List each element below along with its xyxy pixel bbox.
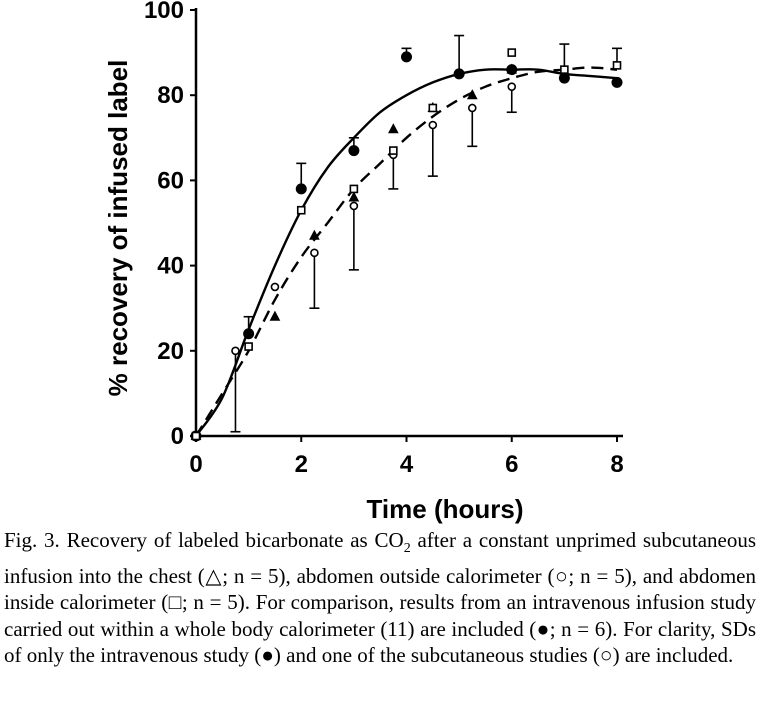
filled-circle-marker	[453, 68, 465, 80]
y-tick-label: 100	[144, 0, 184, 24]
triangle-marker	[388, 123, 399, 134]
x-tick-label: 6	[505, 451, 518, 478]
open-square-marker	[191, 431, 201, 441]
x-tick-label: 8	[610, 451, 623, 478]
caption-subscript: 2	[403, 541, 411, 557]
y-tick-label: 80	[157, 82, 184, 109]
y-tick-label: 60	[157, 167, 184, 194]
triangle-marker	[309, 229, 320, 240]
caption-prefix: Fig. 3. Recovery of labeled bicarbonate …	[4, 528, 404, 552]
open-circle-marker	[310, 248, 319, 258]
error-bars	[230, 34, 622, 433]
triangle-marker	[466, 89, 478, 100]
open-circle-marker	[231, 346, 240, 356]
open-square-marker	[560, 65, 569, 74]
triangle-marker	[269, 310, 281, 321]
dashed-fit-curve	[194, 66, 618, 437]
filled-circle-marker	[401, 51, 412, 63]
filled-circle-marker	[295, 183, 307, 195]
x-tick-label: 2	[295, 451, 308, 478]
figure-caption: Fig. 3. Recovery of labeled bicarbonate …	[4, 527, 756, 669]
open-square-marker	[612, 61, 622, 70]
open-square-marker	[296, 205, 306, 215]
open-square-marker	[244, 342, 253, 351]
x-tick-label: 0	[189, 451, 202, 478]
data-markers	[190, 48, 623, 442]
y-axis-title: % recovery of infused label	[103, 60, 133, 397]
y-tick-label: 0	[171, 423, 184, 450]
triangle-marker	[348, 191, 360, 202]
x-axis-title: Time (hours)	[367, 494, 524, 524]
open-circle-marker	[349, 201, 359, 211]
caption-text: after a constant unprimed subcutaneous i…	[4, 528, 757, 668]
fitted-curves	[194, 66, 618, 437]
open-square-marker	[507, 48, 517, 57]
filled-circle-marker	[558, 72, 570, 84]
filled-circle-marker	[348, 145, 360, 157]
filled-circle-marker	[611, 76, 623, 88]
open-square-marker	[349, 184, 359, 194]
open-circle-marker	[428, 120, 438, 130]
open-circle-marker	[467, 103, 477, 113]
y-tick-label: 20	[157, 338, 184, 365]
filled-circle-marker	[243, 328, 255, 340]
open-square-marker	[428, 103, 438, 113]
x-tick-label: 4	[400, 451, 414, 478]
triangle-marker	[506, 63, 518, 74]
open-circle-marker	[270, 282, 280, 292]
y-tick-label: 40	[157, 253, 184, 280]
open-circle-marker	[507, 82, 517, 91]
axes	[190, 8, 623, 442]
open-square-marker	[389, 146, 398, 155]
solid-fit-curve	[195, 68, 618, 437]
